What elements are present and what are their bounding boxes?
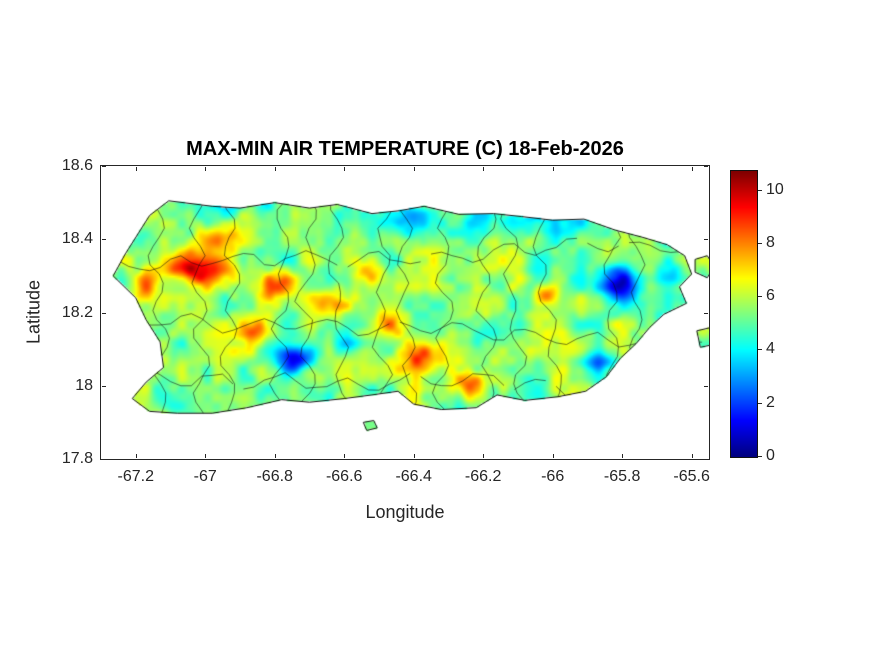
y-tick-mark (704, 312, 708, 314)
x-tick-label: -66 (541, 468, 565, 485)
colorbar (730, 170, 758, 458)
x-tick-mark (135, 167, 137, 171)
x-tick-mark (413, 454, 415, 458)
x-tick-label: -66.4 (395, 468, 432, 485)
boundaries-canvas (101, 166, 709, 459)
colorbar-tick-mark (758, 242, 762, 244)
x-tick-label: -66.8 (256, 468, 293, 485)
colorbar-tick-mark (758, 456, 762, 457)
y-tick-mark (102, 459, 106, 460)
x-tick-mark (552, 167, 554, 171)
y-tick-mark (704, 239, 708, 241)
x-tick-label: -66.6 (325, 468, 363, 485)
colorbar-tick-label: 2 (766, 393, 775, 411)
y-tick-label: 18.2 (61, 303, 93, 321)
y-tick-label: 18.6 (61, 157, 93, 174)
x-tick-label: -67 (193, 468, 217, 485)
x-tick-mark (622, 454, 624, 458)
colorbar-tick-mark (758, 189, 762, 191)
x-tick-mark (135, 454, 137, 458)
x-tick-mark (413, 167, 415, 171)
x-tick-mark (205, 454, 207, 458)
colorbar-tick-label: 4 (766, 340, 775, 358)
x-tick-mark (344, 454, 346, 458)
x-tick-mark (691, 167, 693, 171)
x-tick-mark (483, 167, 485, 171)
colorbar-tick-mark (758, 296, 762, 298)
colorbar-tick-label: 10 (766, 180, 784, 198)
x-tick-mark (274, 454, 276, 458)
x-tick-mark (205, 167, 207, 171)
x-tick-label: -66.2 (464, 468, 502, 485)
x-axis-label: Longitude (365, 502, 445, 522)
x-tick-mark (552, 454, 554, 458)
x-tick-mark (344, 167, 346, 171)
y-tick-label: 18 (75, 376, 93, 394)
y-tick-mark (102, 166, 106, 167)
x-tick-label: -65.6 (673, 468, 710, 485)
x-tick-mark (622, 167, 624, 171)
colorbar-tick-mark (758, 349, 762, 351)
colorbar-tick-label: 8 (766, 233, 775, 251)
colorbar-tick-label: 6 (766, 287, 775, 305)
y-tick-label: 17.8 (61, 450, 93, 467)
plot-area (100, 165, 710, 460)
x-tick-label: -67.2 (117, 468, 154, 485)
x-tick-mark (483, 454, 485, 458)
y-tick-mark (704, 166, 708, 167)
y-tick-mark (102, 385, 106, 387)
y-tick-mark (102, 312, 106, 314)
colorbar-tick-mark (758, 402, 762, 404)
x-tick-mark (691, 454, 693, 458)
chart-title: MAX-MIN AIR TEMPERATURE (C) 18-Feb-2026 (186, 138, 624, 160)
colorbar-canvas (731, 171, 757, 457)
colorbar-tick-label: 0 (766, 447, 775, 464)
y-tick-mark (102, 239, 106, 241)
y-tick-mark (704, 385, 708, 387)
y-tick-mark (704, 459, 708, 460)
x-tick-label: -65.8 (603, 468, 641, 485)
x-tick-mark (274, 167, 276, 171)
y-tick-label: 18.4 (61, 230, 93, 248)
